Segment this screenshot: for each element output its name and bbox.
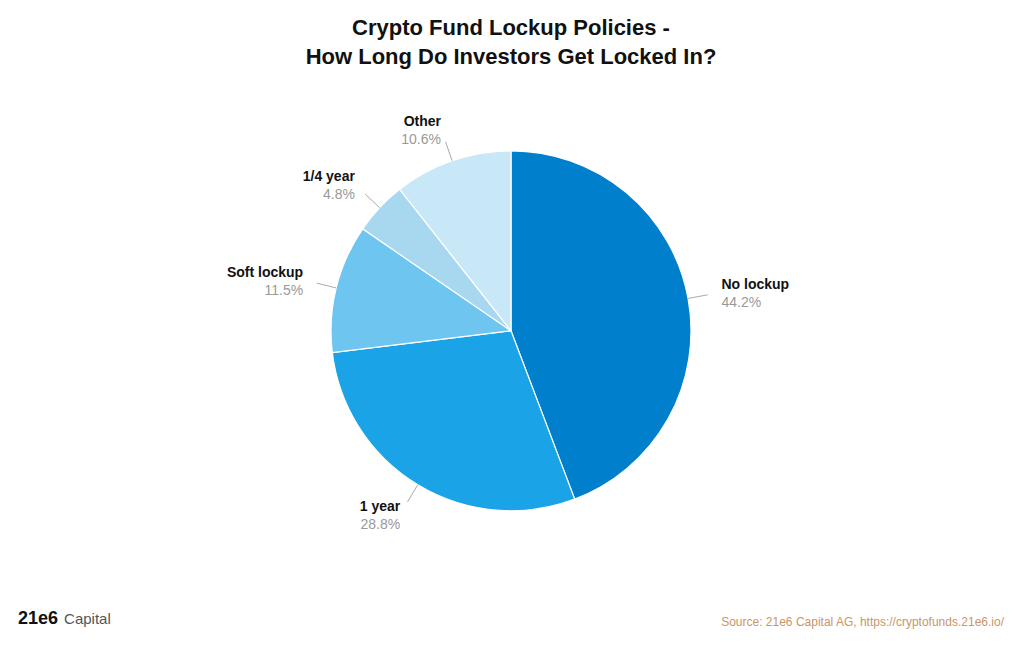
svg-text:1/4 year: 1/4 year bbox=[303, 169, 356, 185]
svg-text:1 year: 1 year bbox=[360, 498, 401, 514]
html-text:How Long Do Investors Get Lock: How Long Do Investors Get Locked In? bbox=[305, 43, 717, 69]
svg-text:4.8%: 4.8% bbox=[323, 187, 355, 203]
svg-text:Soft lockup: Soft lockup bbox=[227, 264, 303, 280]
svg-text:10.6%: 10.6% bbox=[401, 131, 441, 147]
svg-text:11.5%: 11.5% bbox=[264, 282, 303, 298]
svg-text:28.8%: 28.8% bbox=[361, 516, 401, 532]
html-text:21e6 Capital: 21e6 Capital bbox=[18, 608, 111, 628]
svg-text:Other: Other bbox=[404, 113, 442, 129]
html-text:Source: 21e6 Capital AG, https: Source: 21e6 Capital AG, https://cryptof… bbox=[721, 615, 1004, 629]
html-text:Crypto Fund Lockup Policies -: Crypto Fund Lockup Policies - bbox=[352, 15, 670, 40]
svg-text:44.2%: 44.2% bbox=[722, 295, 762, 311]
svg-text:No lockup: No lockup bbox=[722, 277, 790, 293]
